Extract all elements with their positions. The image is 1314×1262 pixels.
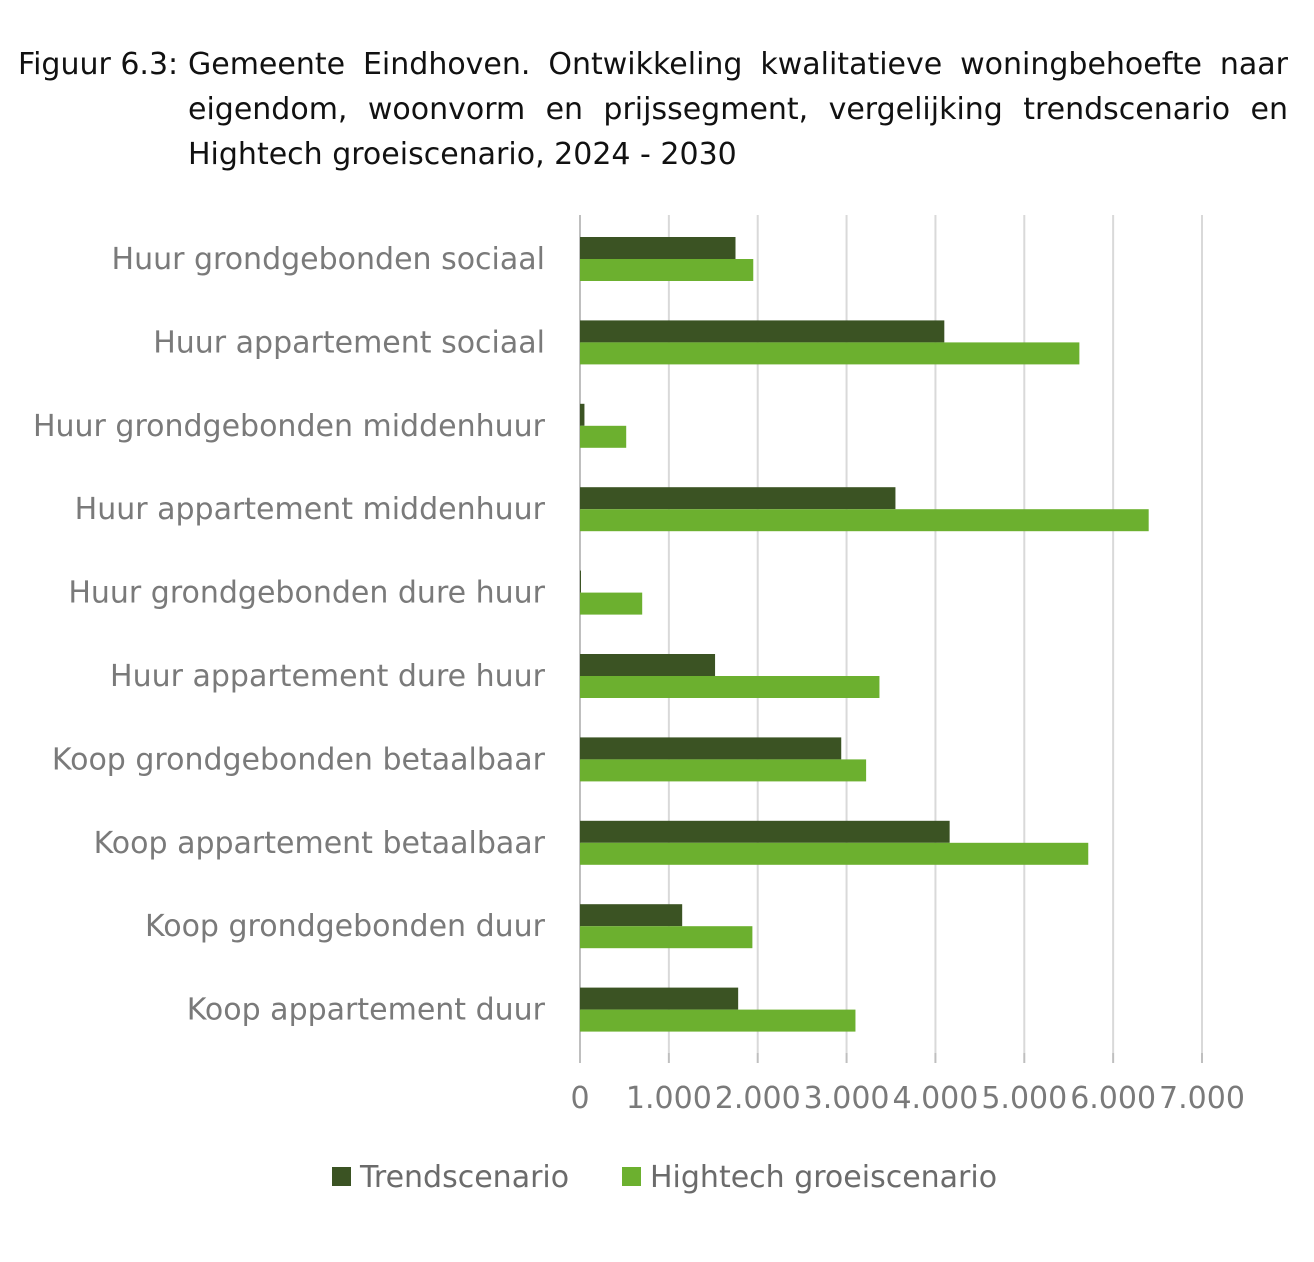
- x-tick-label: 5.000: [981, 1081, 1067, 1116]
- category-labels: Huur grondgebonden sociaal Huur apparteme…: [33, 242, 546, 1028]
- bar-hightech: [580, 842, 1089, 865]
- x-tick-label: 7.000: [1159, 1081, 1245, 1116]
- x-tick-label: 2.000: [715, 1081, 801, 1116]
- bar-trend: [580, 487, 896, 510]
- bar-hightech: [580, 676, 880, 698]
- bar-trend: [580, 570, 581, 593]
- category-label: Huur appartement dure huur: [110, 659, 546, 694]
- bar-trend: [580, 820, 950, 843]
- x-tick-label: 6.000: [1070, 1081, 1156, 1116]
- bar-hightech: [580, 425, 627, 448]
- category-label: Huur grondgebonden middenhuur: [33, 409, 546, 444]
- bar-hightech: [580, 926, 753, 949]
- bars: [580, 237, 1149, 1032]
- bar-trend: [580, 654, 716, 676]
- category-label: Huur grondgebonden sociaal: [112, 242, 545, 277]
- category-label: Huur appartement sociaal: [153, 325, 545, 360]
- bar-trend: [580, 904, 683, 927]
- category-label: Koop grondgebonden betaalbaar: [52, 742, 546, 777]
- x-tick-label: 0: [570, 1081, 589, 1116]
- bar-trend: [580, 320, 945, 343]
- category-label: Koop grondgebonden duur: [145, 909, 546, 944]
- figure-label: Figuur 6.3:: [18, 47, 179, 82]
- bar-hightech: [580, 259, 754, 281]
- category-label: Koop appartement betaalbaar: [94, 826, 546, 861]
- legend-label: Trendscenario: [359, 1160, 569, 1195]
- bar-hightech: [580, 592, 643, 615]
- bar-trend: [580, 737, 842, 760]
- category-label: Huur grondgebonden dure huur: [68, 576, 545, 611]
- bar-hightech: [580, 759, 867, 782]
- bar-trend: [580, 237, 736, 259]
- bar-hightech: [580, 342, 1080, 365]
- bar-hightech: [580, 509, 1149, 532]
- category-label: Huur appartement middenhuur: [75, 492, 546, 527]
- bar-hightech: [580, 1009, 856, 1032]
- figure-caption: Figuur 6.3: Gemeente Eindhoven. Ontwikke…: [18, 42, 1288, 177]
- bar-trend: [580, 987, 739, 1010]
- x-tick-labels: 0 1.000 2.000 3.000 4.000 5.000 6.000 7.000: [570, 1081, 1244, 1116]
- bar-trend: [580, 403, 585, 426]
- legend-swatch: [622, 1167, 641, 1186]
- category-label: Koop appartement duur: [187, 993, 546, 1028]
- legend-swatch: [332, 1167, 351, 1186]
- x-tick-label: 4.000: [892, 1081, 978, 1116]
- legend-label: Hightech groeiscenario: [650, 1160, 997, 1195]
- legend: Trendscenario Hightech groeiscenario: [332, 1160, 997, 1195]
- x-tick-label: 3.000: [804, 1081, 890, 1116]
- figure-title: Gemeente Eindhoven. Ontwikkeling kwalita…: [188, 47, 1288, 172]
- x-tick-label: 1.000: [626, 1081, 712, 1116]
